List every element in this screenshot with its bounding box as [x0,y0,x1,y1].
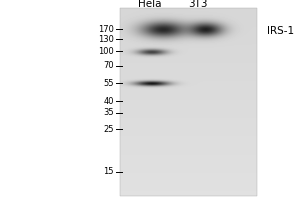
Text: 15: 15 [103,168,114,176]
Text: 170: 170 [98,24,114,33]
Text: IRS-1: IRS-1 [267,26,294,36]
Text: 25: 25 [103,124,114,134]
Text: 40: 40 [103,97,114,106]
Text: 70: 70 [103,62,114,71]
Text: 55: 55 [103,78,114,88]
Text: 130: 130 [98,34,114,44]
Text: Hela: Hela [138,0,162,9]
Text: 35: 35 [103,108,114,117]
Text: 100: 100 [98,46,114,55]
Text: 3T3: 3T3 [188,0,208,9]
Bar [120,8,256,196]
